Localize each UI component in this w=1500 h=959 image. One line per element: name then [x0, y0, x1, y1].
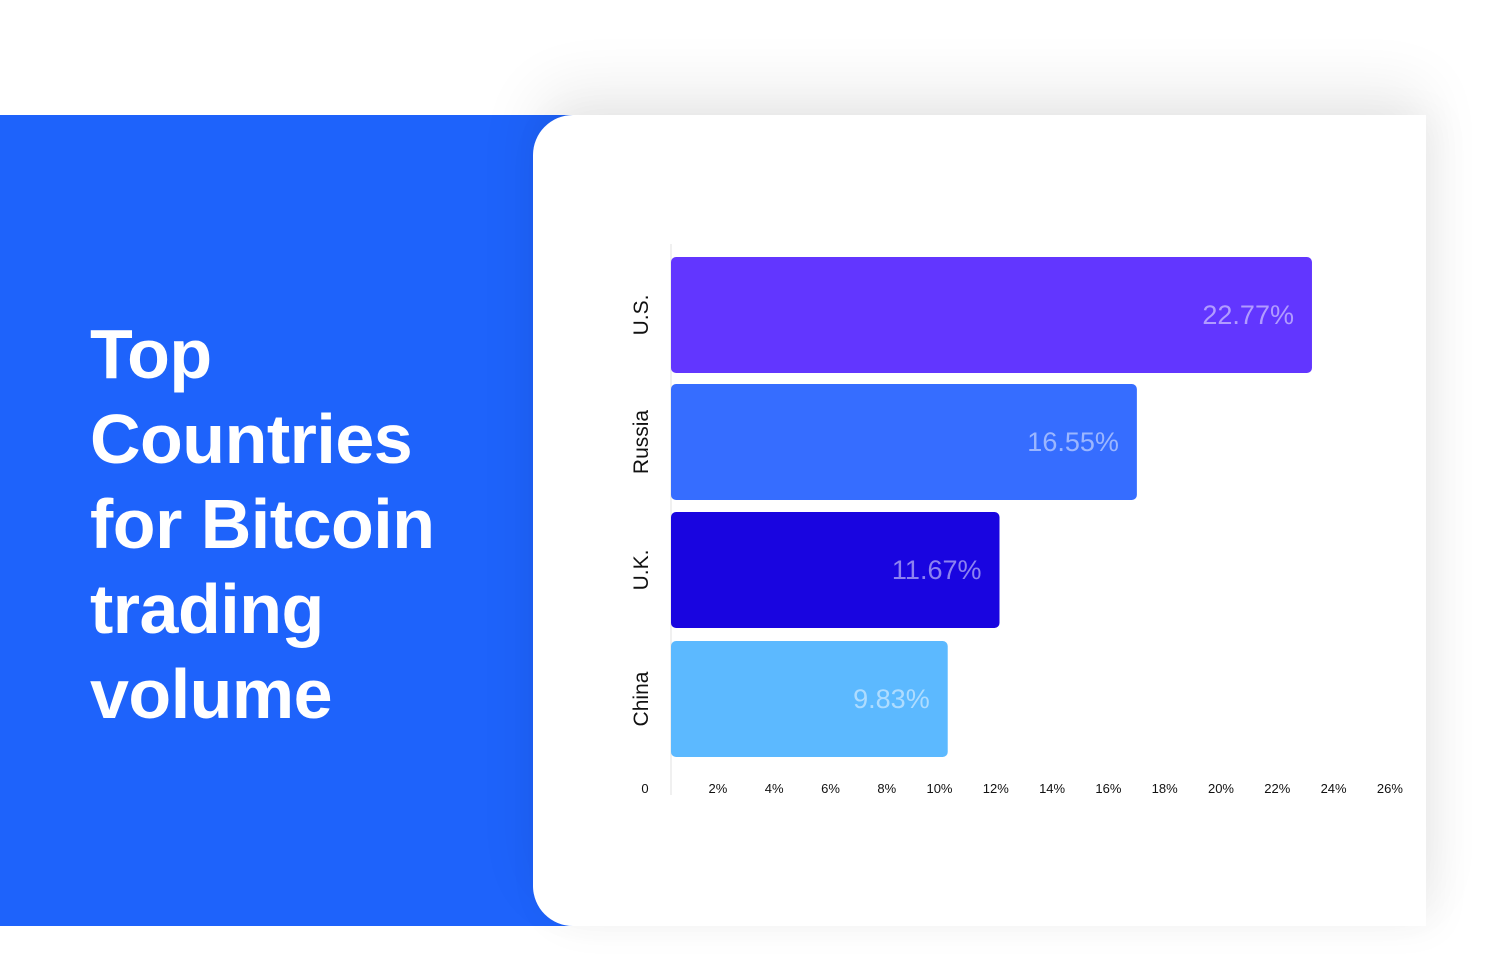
x-tick-label: 26%	[1377, 781, 1403, 796]
x-tick-label: 20%	[1208, 781, 1234, 796]
title-line: Countries	[90, 400, 413, 478]
title-line: Top	[90, 315, 212, 393]
value-label: 16.55%	[1027, 427, 1119, 457]
x-tick-label: 22%	[1264, 781, 1290, 796]
category-label: China	[630, 671, 653, 726]
title-line: volume	[90, 655, 333, 733]
title-line: for Bitcoin	[90, 485, 435, 563]
value-label: 11.67%	[892, 555, 982, 585]
x-tick-label: 4%	[765, 781, 784, 796]
x-tick-label: 18%	[1152, 781, 1178, 796]
x-tick-label: 16%	[1095, 781, 1121, 796]
bar	[671, 641, 948, 757]
category-label: Russia	[630, 410, 653, 475]
bar	[671, 512, 1000, 628]
bar	[671, 257, 1312, 373]
x-tick-label: 8%	[877, 781, 896, 796]
x-tick-label: 2%	[709, 781, 728, 796]
category-label: U.S.	[630, 295, 653, 336]
x-tick-label: 0	[641, 781, 648, 796]
value-label: 22.77%	[1202, 300, 1294, 330]
page-title: Top Countries for Bitcoin trading volume	[90, 312, 530, 737]
x-tick-label: 10%	[926, 781, 952, 796]
x-tick-label: 14%	[1039, 781, 1065, 796]
headline-panel	[0, 115, 600, 926]
value-label: 9.83%	[853, 684, 930, 714]
bar	[671, 384, 1137, 500]
x-tick-label: 12%	[983, 781, 1009, 796]
x-tick-label: 6%	[821, 781, 840, 796]
category-label: U.K.	[630, 550, 653, 591]
title-line: trading	[90, 570, 324, 648]
x-tick-label: 24%	[1321, 781, 1347, 796]
